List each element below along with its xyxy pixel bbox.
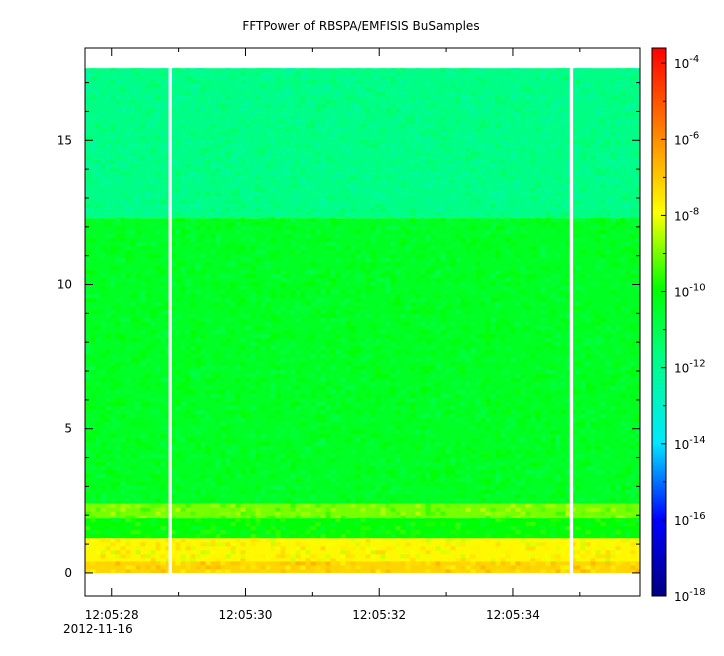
spectrogram-image <box>85 68 640 573</box>
plot-area: 12:05:28 12:05:30 12:05:32 12:05:34 0 5 10 15 <box>57 47 641 622</box>
colorbar-ticks: 10-18 10-16 10-14 10-12 10-10 10-8 10-6 10-4 <box>661 54 706 604</box>
colorbar-tick-label: 10-18 <box>674 587 706 604</box>
x-tick-label: 12:05:28 <box>85 608 139 622</box>
colorbar-tick-label: 10-12 <box>674 359 706 376</box>
band-5 <box>85 561 640 573</box>
x-axis: 12:05:28 12:05:30 12:05:32 12:05:34 <box>85 48 581 622</box>
x-tick-label: 12:05:34 <box>486 608 540 622</box>
y-tick-label: 10 <box>57 278 72 292</box>
y-tick-label: 15 <box>57 133 72 147</box>
data-gaps <box>168 68 574 573</box>
colorbar-tick-label: 10-14 <box>674 435 706 452</box>
x-date-label: 2012-11-16 <box>63 622 133 636</box>
data-gap-0 <box>168 68 172 573</box>
band-0 <box>85 68 640 219</box>
colorbar-tick-label: 10-4 <box>674 54 699 71</box>
x-tick-label: 12:05:32 <box>352 608 406 622</box>
band-2 <box>85 503 640 519</box>
colorbar-tick-label: 10-16 <box>674 511 706 528</box>
colorbar-tick-label: 10-10 <box>674 283 706 300</box>
x-tick-label: 12:05:30 <box>219 608 273 622</box>
plot-frame <box>84 47 641 597</box>
y-axis: 0 5 10 15 <box>57 82 640 580</box>
band-3 <box>85 518 640 539</box>
data-gap-1 <box>569 68 574 573</box>
colorbar-tick-label: 10-6 <box>674 130 699 147</box>
colorbar-tick-label: 10-8 <box>674 206 699 223</box>
y-tick-label: 5 <box>64 422 72 436</box>
band-4 <box>85 538 640 562</box>
y-tick-label: 0 <box>64 566 72 580</box>
colorbar: 10-18 10-16 10-14 10-12 10-10 10-8 10-6 10-4 <box>651 47 706 604</box>
chart-title: FFTPower of RBSPA/EMFISIS BuSamples <box>242 19 479 33</box>
colorbar-gradient <box>651 47 667 597</box>
band-1 <box>85 218 640 504</box>
